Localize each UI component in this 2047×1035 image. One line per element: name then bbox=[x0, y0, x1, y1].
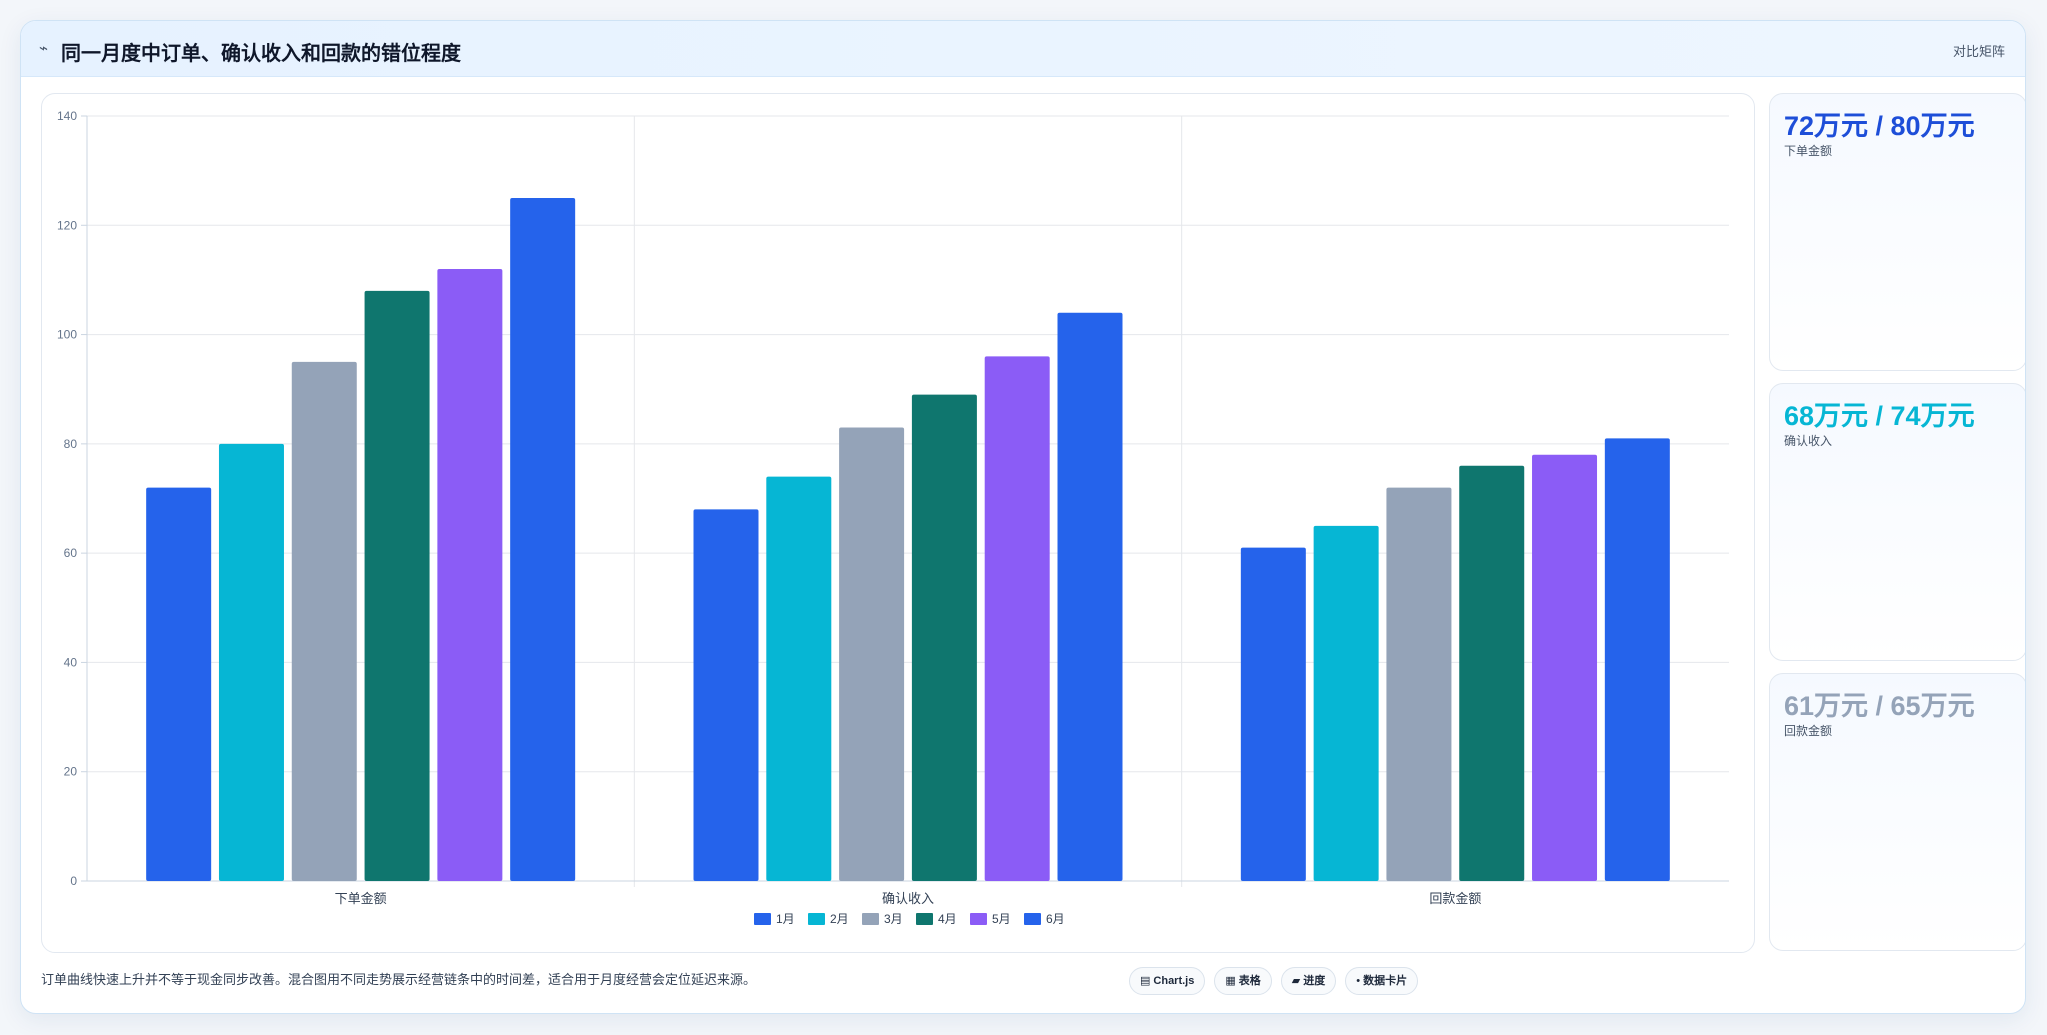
tag-list: ▤ Chart.js ▦ 表格 ▰ 进度 • 数据卡片 bbox=[1129, 967, 1419, 995]
bar bbox=[1604, 438, 1670, 881]
bar bbox=[437, 269, 503, 881]
stat-card-revenue: 68万元 / 74万元 确认收入 bbox=[1769, 383, 2025, 661]
stat-card-orders: 72万元 / 80万元 下单金额 bbox=[1769, 93, 2025, 371]
y-tick-label: 0 bbox=[70, 874, 77, 888]
tag-label: Chart.js bbox=[1153, 975, 1195, 987]
tag-chartjs[interactable]: ▤ Chart.js bbox=[1129, 967, 1206, 995]
bar bbox=[364, 290, 430, 881]
chart-trend-icon: ⌁ bbox=[39, 40, 49, 57]
bar bbox=[510, 197, 576, 881]
legend-swatch bbox=[916, 913, 933, 925]
y-tick-label: 60 bbox=[64, 546, 78, 560]
legend-swatch bbox=[754, 913, 771, 925]
data-card-icon: • bbox=[1356, 975, 1361, 987]
legend-label: 3月 bbox=[884, 912, 903, 926]
tag-label: 表格 bbox=[1238, 975, 1261, 987]
stat-value: 72万元 / 80万元 bbox=[1784, 111, 1975, 141]
tag-progress[interactable]: ▰ 进度 bbox=[1280, 967, 1337, 995]
y-tick-label: 120 bbox=[57, 218, 77, 232]
tag-data-card[interactable]: • 数据卡片 bbox=[1345, 967, 1419, 995]
bar bbox=[1532, 454, 1598, 881]
page-title: 同一月度中订单、确认收入和回款的错位程度 bbox=[61, 43, 461, 65]
bar bbox=[1313, 525, 1379, 881]
stat-label: 下单金额 bbox=[1784, 144, 1833, 158]
x-tick-label: 下单金额 bbox=[335, 891, 387, 906]
bar bbox=[146, 487, 212, 881]
legend-label: 4月 bbox=[938, 912, 957, 926]
legend-swatch bbox=[1024, 913, 1041, 925]
bar bbox=[911, 394, 977, 881]
bar bbox=[1057, 312, 1123, 881]
bar-chart: 0 20 40 60 80 100 120 140 下单金额 确认收入 回款金额 1月 2月 3月 4月 5月… bbox=[57, 109, 1729, 926]
bar bbox=[1386, 487, 1452, 881]
progress-icon: ▰ bbox=[1291, 975, 1301, 987]
bar bbox=[693, 509, 759, 881]
footnote: 订单曲线快速上升并不等于现金同步改善。混合图用不同走势展示经营链条中的时间差，适… bbox=[41, 972, 757, 987]
stat-value: 61万元 / 65万元 bbox=[1784, 691, 1975, 721]
y-tick-label: 80 bbox=[64, 437, 78, 451]
table-icon: ▦ bbox=[1225, 975, 1236, 987]
card-header: ⌁ 同一月度中订单、确认收入和回款的错位程度 对比矩阵 bbox=[21, 21, 2025, 77]
legend-swatch bbox=[808, 913, 825, 925]
bar bbox=[1240, 547, 1306, 881]
bar bbox=[766, 476, 832, 881]
y-tick-label: 140 bbox=[57, 109, 77, 123]
legend-label: 1月 bbox=[776, 912, 795, 926]
chart-icon: ▤ bbox=[1140, 975, 1151, 987]
compare-matrix-button[interactable]: 对比矩阵 bbox=[1952, 44, 2005, 59]
stat-value: 68万元 / 74万元 bbox=[1784, 401, 1975, 431]
legend-label: 5月 bbox=[992, 912, 1011, 926]
dashboard-card: ⌁ 同一月度中订单、确认收入和回款的错位程度 对比矩阵 0 20 40 60 80 100… bbox=[20, 20, 2026, 1014]
y-tick-label: 20 bbox=[64, 765, 78, 779]
legend-swatch bbox=[862, 913, 879, 925]
tag-table[interactable]: ▦ 表格 bbox=[1214, 967, 1272, 995]
chart-panel: 0 20 40 60 80 100 120 140 下单金额 确认收入 回款金额 1月 2月 3月 4月 5月… bbox=[41, 93, 1755, 953]
stat-card-collection: 61万元 / 65万元 回款金额 bbox=[1769, 673, 2025, 951]
bar bbox=[839, 427, 905, 881]
legend-label: 6月 bbox=[1046, 912, 1065, 926]
x-tick-label: 确认收入 bbox=[882, 891, 934, 906]
tag-label: 数据卡片 bbox=[1363, 975, 1408, 987]
bar bbox=[218, 443, 284, 881]
legend-swatch bbox=[970, 913, 987, 925]
tag-label: 进度 bbox=[1303, 975, 1326, 987]
y-tick-label: 100 bbox=[57, 328, 77, 342]
x-tick-label: 回款金额 bbox=[1429, 891, 1481, 906]
bar bbox=[984, 356, 1050, 881]
stat-label: 回款金额 bbox=[1784, 724, 1833, 738]
bar bbox=[1459, 465, 1525, 881]
bar bbox=[291, 361, 357, 882]
stat-label: 确认收入 bbox=[1784, 434, 1833, 448]
legend-label: 2月 bbox=[830, 912, 849, 926]
y-tick-label: 40 bbox=[64, 655, 78, 669]
